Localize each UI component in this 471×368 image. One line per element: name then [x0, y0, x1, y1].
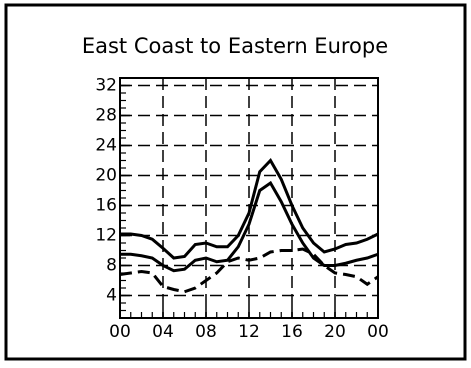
- chart-title: East Coast to Eastern Europe: [82, 34, 388, 58]
- x-tick-label: 20: [324, 322, 346, 342]
- line-series: [120, 180, 379, 273]
- line-series: [119, 247, 379, 294]
- x-tick-label: 16: [281, 322, 303, 342]
- y-tick-label: 24: [95, 136, 117, 156]
- line-series: [120, 158, 379, 260]
- y-tick-label: 32: [95, 76, 117, 96]
- y-tick-label: 20: [95, 166, 117, 186]
- x-tick-label: 00: [367, 322, 389, 342]
- x-tick-label: 08: [195, 322, 217, 342]
- y-tick-label: 12: [95, 226, 117, 246]
- frame: [4, 3, 467, 361]
- y-tick-label: 8: [106, 256, 117, 276]
- y-tick-label: 28: [95, 106, 117, 126]
- x-tick-label: 12: [238, 322, 260, 342]
- x-tick-label: 04: [152, 322, 174, 342]
- y-tick-label: 16: [95, 196, 117, 216]
- x-tick-label: 00: [109, 322, 131, 342]
- y-tick-label: 4: [106, 286, 117, 306]
- plot-frame: [119, 77, 379, 319]
